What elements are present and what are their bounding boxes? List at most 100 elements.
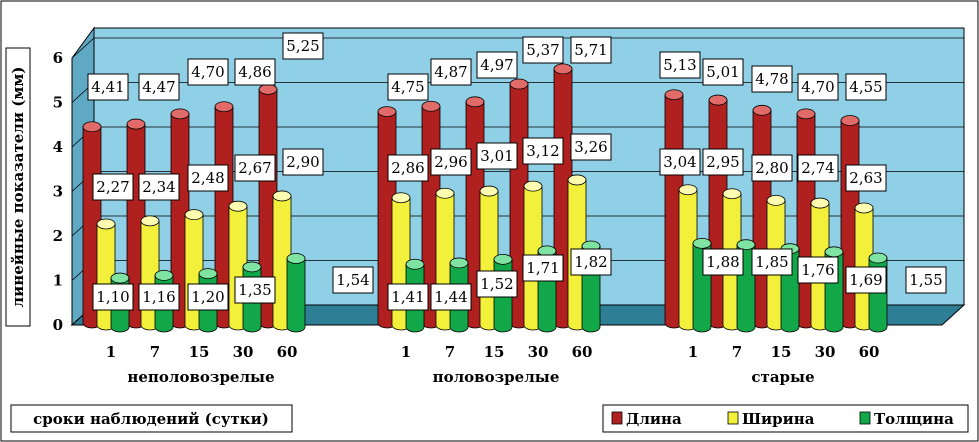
x-tick-label: 30	[233, 343, 254, 361]
data-label-text: 1,54	[336, 271, 369, 289]
data-label: 4,97	[476, 51, 518, 79]
bar-top	[228, 200, 248, 212]
bar-top	[198, 268, 218, 280]
bar-top	[377, 106, 397, 118]
data-label-box	[234, 276, 276, 304]
data-label-box	[845, 266, 887, 294]
x-axis-title: сроки наблюдений (сутки)	[33, 410, 269, 428]
data-label-box	[797, 154, 839, 182]
data-label: 2,80	[751, 154, 793, 182]
bar-top	[664, 89, 684, 101]
data-label: 1,82	[570, 248, 612, 276]
data-label-box	[92, 283, 134, 311]
data-label: 4,55	[845, 73, 887, 101]
data-label-text: 5,71	[574, 41, 607, 59]
bar-top	[766, 194, 786, 206]
data-label: 1,54	[332, 266, 374, 294]
y-tick-label: 4	[53, 138, 63, 156]
x-axis-title-box: сроки наблюдений (сутки)	[10, 404, 293, 433]
x-tick-label: 1	[401, 343, 411, 361]
data-label: 4,86	[234, 58, 276, 86]
x-tick-label: 60	[859, 343, 880, 361]
data-label: 5,13	[659, 51, 701, 79]
bar-top	[810, 197, 830, 209]
y-tick-label: 1	[53, 272, 63, 290]
data-label-text: 1,76	[801, 261, 834, 279]
x-tick-label: 60	[277, 343, 298, 361]
x-tick-label: 15	[771, 343, 792, 361]
bar-top	[391, 192, 411, 204]
data-label-box	[138, 73, 180, 101]
bar-top	[140, 215, 160, 227]
data-label-box	[476, 142, 518, 170]
bar-top	[82, 121, 102, 133]
data-label: 1,85	[751, 248, 793, 276]
data-label: 4,75	[387, 73, 429, 101]
data-label-text: 1,71	[526, 259, 559, 277]
data-label-box	[751, 154, 793, 182]
data-label-text: 3,04	[663, 153, 696, 171]
legend-label: Длина	[626, 410, 682, 428]
data-label: 2,96	[430, 148, 472, 176]
data-label-box	[476, 270, 518, 298]
data-label: 2,67	[234, 154, 276, 182]
data-labels: 4,41 4,47 4,70 4,86 5,25 2,27 2,34 2,48 2,67 2,90…	[87, 32, 947, 311]
legend-swatch	[859, 411, 871, 425]
data-label-text: 4,87	[434, 63, 467, 81]
bar-top	[523, 180, 543, 192]
data-label-text: 1,52	[480, 275, 513, 293]
bar-top	[258, 83, 278, 95]
data-label-box	[92, 173, 134, 201]
data-label-text: 2,48	[191, 169, 224, 187]
data-label: 5,37	[522, 36, 564, 64]
group-label: неполовозрелые	[127, 368, 274, 386]
data-label: 1,16	[138, 283, 180, 311]
data-label-box	[702, 148, 744, 176]
data-label: 3,04	[659, 148, 701, 176]
data-label-box	[845, 73, 887, 101]
data-label: 2,63	[845, 164, 887, 192]
bar-top	[214, 101, 234, 113]
data-label-text: 5,13	[663, 56, 696, 74]
bar-top	[537, 245, 557, 257]
data-label-text: 2,63	[849, 169, 882, 187]
bar-top	[405, 258, 425, 270]
bar-top	[479, 185, 499, 197]
data-label-text: 4,41	[91, 78, 124, 96]
x-tick-label: 30	[815, 343, 836, 361]
bar-top	[170, 108, 190, 120]
data-label: 4,87	[430, 58, 472, 86]
bar-top	[692, 237, 712, 249]
bar-top	[154, 269, 174, 281]
data-label-text: 3,01	[480, 147, 513, 165]
bar-top	[286, 253, 306, 264]
data-label-box	[570, 248, 612, 276]
x-tick-label: 7	[445, 343, 455, 361]
data-label-box	[570, 133, 612, 161]
gridline-side	[71, 37, 95, 59]
legend-label: Ширина	[742, 410, 815, 428]
y-tick-label: 6	[53, 49, 63, 67]
data-label-box	[702, 58, 744, 86]
data-label-box	[430, 58, 472, 86]
x-tick-label: 60	[572, 343, 593, 361]
data-label-box	[659, 51, 701, 79]
data-label-box	[430, 283, 472, 311]
data-label-text: 4,97	[480, 56, 513, 74]
group-label: старые	[751, 368, 814, 386]
data-label-box	[87, 73, 129, 101]
data-label-box	[905, 266, 947, 294]
data-label-box	[522, 36, 564, 64]
bar-Длина	[214, 101, 234, 329]
bar-top	[708, 94, 728, 106]
bar-top	[465, 96, 485, 108]
bar-top	[242, 261, 262, 273]
data-label-text: 1,69	[849, 271, 882, 289]
data-label-text: 2,74	[801, 159, 834, 177]
data-label: 1,88	[702, 248, 744, 276]
data-label: 2,95	[702, 148, 744, 176]
data-label-text: 2,34	[142, 178, 175, 196]
data-label-text: 5,25	[286, 37, 319, 55]
